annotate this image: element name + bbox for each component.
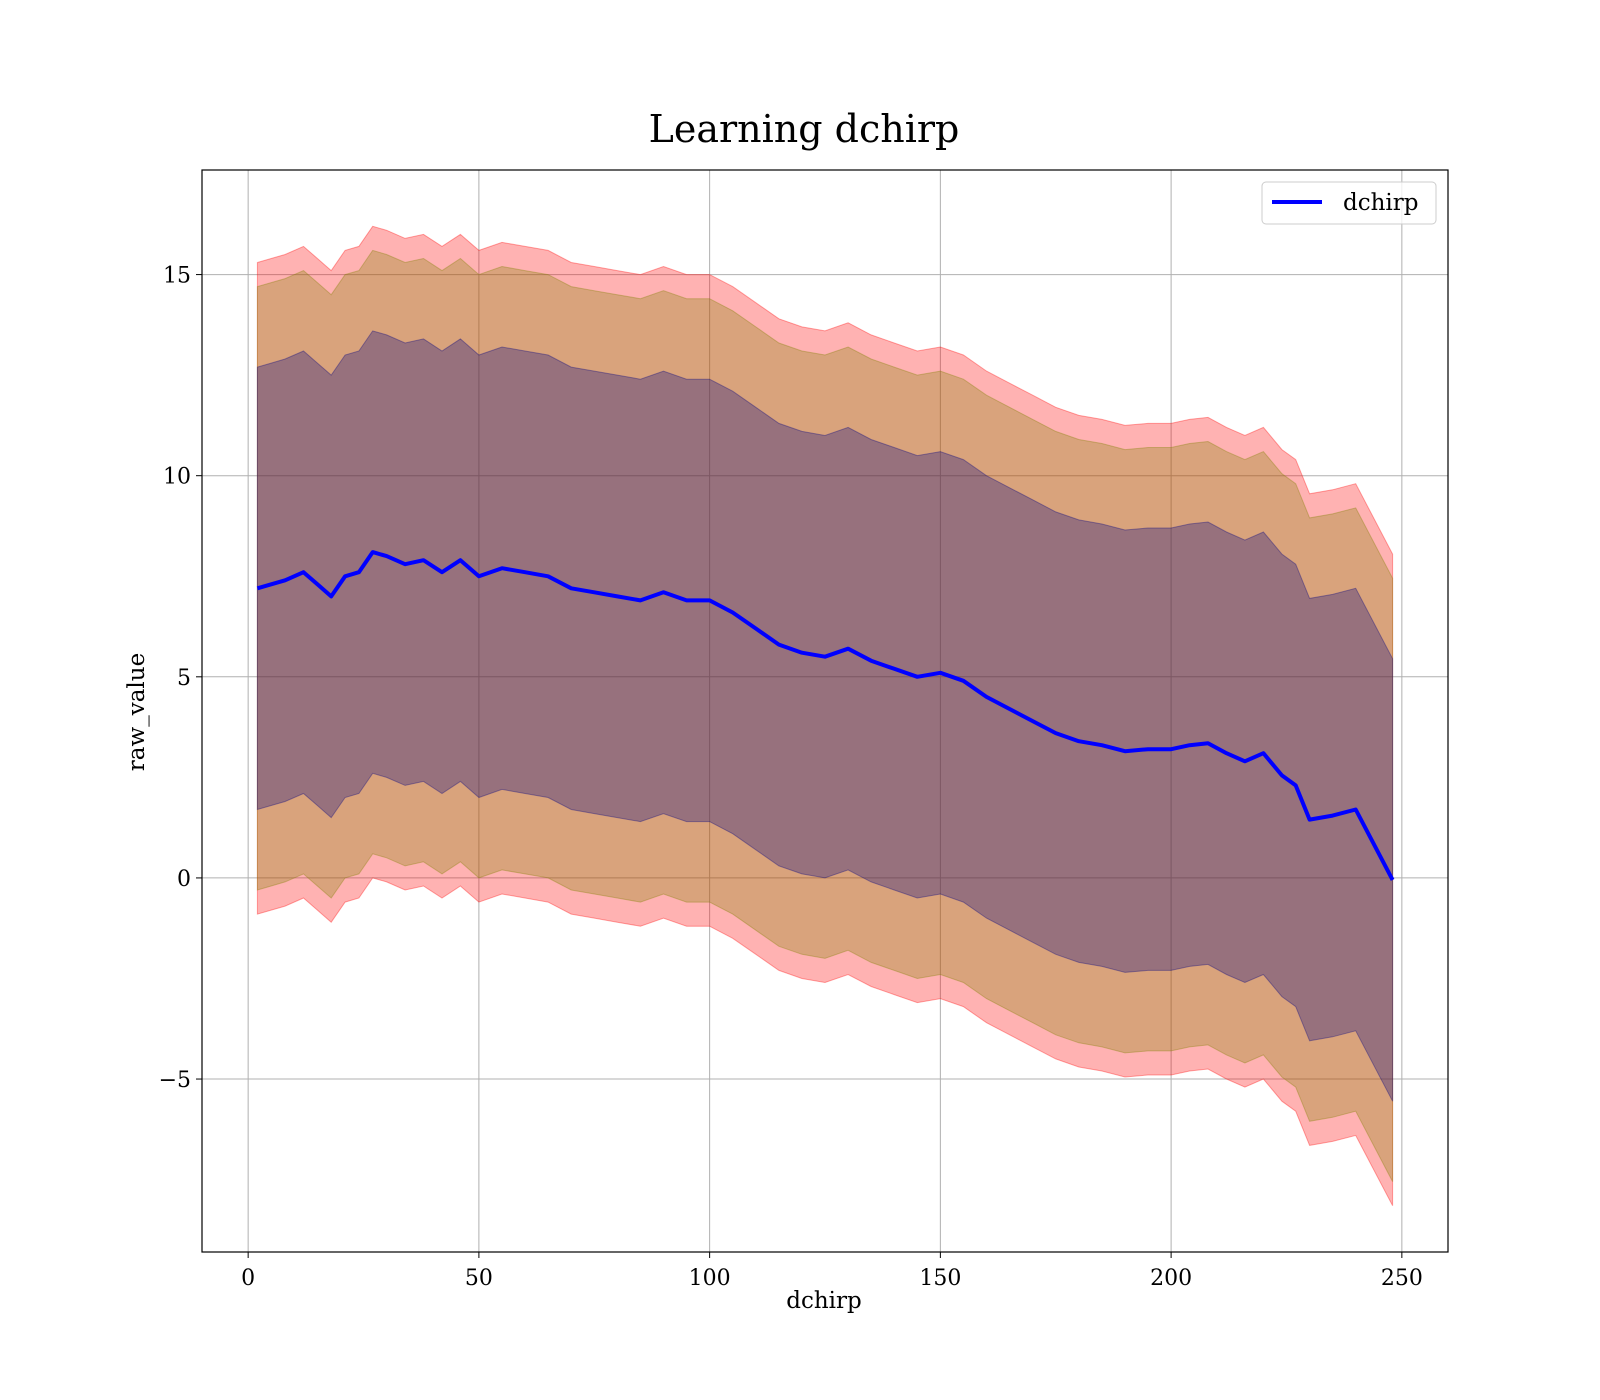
- confidence-bands: [256, 225, 1394, 1206]
- chart-title: Learning dchirp: [649, 107, 960, 151]
- x-tick-label: 200: [1150, 1266, 1192, 1291]
- x-axis-label: dchirp: [786, 1288, 862, 1314]
- grid: [202, 170, 1448, 1252]
- x-tick-label: 250: [1381, 1266, 1423, 1291]
- series-lines: [256, 550, 1395, 881]
- series-line-dchirp: [256, 550, 1395, 881]
- x-tick-label: 100: [689, 1266, 731, 1291]
- band-area: [256, 225, 1394, 1206]
- y-tick-label: 0: [177, 867, 191, 892]
- legend-box: [1261, 181, 1437, 225]
- y-tick-label: −5: [159, 1068, 191, 1093]
- y-tick-label: 15: [163, 264, 191, 289]
- y-tick-label: 10: [163, 465, 191, 490]
- x-tick-label: 0: [241, 1266, 255, 1291]
- x-tick-label: 150: [919, 1266, 961, 1291]
- y-axis-ticks: −5 0 5 10 15: [159, 264, 202, 1093]
- y-tick-label: 5: [177, 666, 191, 691]
- band-area: [256, 330, 1394, 1102]
- x-tick-label: 50: [465, 1266, 493, 1291]
- plot-frame: [201, 169, 1449, 1253]
- x-axis-ticks: 0 50 100 150 200 250: [241, 1252, 1423, 1291]
- plot-area: [202, 170, 1448, 1252]
- legend-label: dchirp: [1343, 190, 1419, 216]
- legend: dchirp: [1261, 181, 1437, 225]
- band-area: [256, 249, 1394, 1182]
- y-axis-label: raw_value: [124, 653, 150, 771]
